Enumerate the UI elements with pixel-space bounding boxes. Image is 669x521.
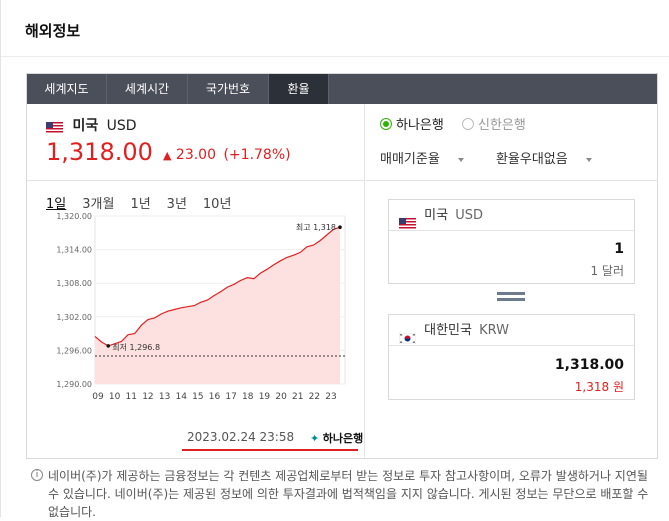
max-label: 최고 1,318 bbox=[296, 222, 336, 232]
x-tick-label: 11 bbox=[126, 392, 137, 402]
dropdown-label: 매매기준율 bbox=[380, 152, 440, 167]
currency-code: USD bbox=[106, 118, 137, 134]
hana-logo-icon: ✦ bbox=[310, 432, 320, 445]
x-tick-label: 17 bbox=[225, 392, 236, 402]
converter-section: 하나은행 신한은행 매매기준율 환율우대없음 bbox=[366, 104, 658, 458]
x-tick-label: 13 bbox=[159, 392, 170, 402]
y-tick-label: 1,296.00 bbox=[56, 346, 92, 355]
tab-bar: 세계지도 세계시간 국가번호 환율 bbox=[27, 74, 657, 104]
x-tick-label: 19 bbox=[259, 392, 271, 402]
us-flag-icon bbox=[46, 121, 63, 133]
from-currency-header: 미국 USD bbox=[389, 200, 634, 231]
bank-option-hana[interactable]: 하나은행 bbox=[380, 118, 448, 133]
disclaimer-text: 네이버(주)가 제공하는 금융정보는 각 컨텐츠 제공업체로부터 받는 정보로 … bbox=[48, 469, 649, 519]
change-value: 23.00 bbox=[175, 147, 217, 163]
x-tick-label: 14 bbox=[175, 392, 187, 402]
x-tick-label: 09 bbox=[92, 392, 104, 402]
period-3m[interactable]: 3개월 bbox=[82, 197, 115, 212]
chart-area-fill bbox=[95, 227, 340, 384]
bank-option-shinhan[interactable]: 신한은행 bbox=[461, 118, 526, 133]
radio-selected-icon bbox=[380, 118, 392, 130]
timestamp: 2023.02.24 23:58 bbox=[187, 430, 295, 444]
min-label: 최저 1,296.8 bbox=[112, 342, 160, 352]
disclaimer: i 네이버(주)가 제공하는 금융정보는 각 컨텐츠 제공업체로부터 받는 정보… bbox=[31, 467, 657, 521]
chevron-down-icon bbox=[585, 157, 592, 162]
section-title: 해외정보 bbox=[25, 22, 81, 40]
to-currency-header: 대한민국 KRW bbox=[389, 315, 634, 346]
up-triangle-icon: ▲ bbox=[163, 149, 172, 162]
exchange-panel: 세계지도 세계시간 국가번호 환율 미국 USD bbox=[26, 73, 658, 459]
period-3y[interactable]: 3년 bbox=[166, 197, 187, 212]
from-currency-name: 미국 bbox=[424, 208, 449, 223]
tab-world-time[interactable]: 세계시간 bbox=[107, 74, 188, 104]
to-amount-unit: 1,318 원 bbox=[574, 380, 624, 394]
rate-section: 미국 USD 1,318.00 ▲ 23.00 (+1.78%) 1일 3개월 1년… bbox=[27, 104, 365, 458]
bank-option-label: 하나은행 bbox=[396, 118, 444, 133]
tab-country-code[interactable]: 국가번호 bbox=[188, 74, 269, 104]
to-currency-box[interactable]: 대한민국 KRW 1,318.00 1,318 원 bbox=[388, 314, 635, 400]
us-flag-icon bbox=[399, 210, 416, 229]
bank-logo-text: 하나은행 bbox=[322, 432, 364, 445]
x-tick-label: 10 bbox=[109, 392, 121, 402]
chart-line bbox=[94, 226, 341, 347]
to-currency-name: 대한민국 bbox=[424, 323, 472, 338]
highlight-underline bbox=[182, 449, 358, 451]
y-tick-label: 1,302.00 bbox=[56, 313, 92, 322]
to-currency-code: KRW bbox=[479, 323, 510, 338]
period-1y[interactable]: 1년 bbox=[130, 197, 151, 212]
x-tick-label: 20 bbox=[275, 392, 287, 402]
dropdown-label: 환율우대없음 bbox=[495, 152, 568, 167]
period-selector: 1일 3개월 1년 3년 10년 bbox=[46, 193, 247, 212]
y-tick-label: 1,320.00 bbox=[56, 212, 92, 221]
equals-icon bbox=[497, 292, 525, 301]
from-currency-code: USD bbox=[455, 208, 483, 223]
x-tick-label: 15 bbox=[192, 392, 203, 402]
y-tick-label: 1,314.00 bbox=[56, 246, 92, 255]
divider bbox=[366, 180, 658, 181]
rate-type-dropdown[interactable]: 매매기준율 bbox=[380, 152, 478, 167]
x-tick-label: 12 bbox=[142, 392, 153, 402]
info-icon: i bbox=[31, 469, 43, 481]
max-point bbox=[338, 225, 342, 229]
to-amount-input[interactable]: 1,318.00 bbox=[554, 357, 624, 373]
bank-logo: ✦ 하나은행 bbox=[310, 430, 363, 446]
currency-name: 미국 bbox=[72, 118, 99, 134]
rate-change: ▲ 23.00 (+1.78%) bbox=[163, 147, 291, 163]
period-1d[interactable]: 1일 bbox=[46, 197, 67, 212]
currency-header: 미국 USD bbox=[46, 115, 137, 135]
radio-unselected-icon bbox=[461, 118, 474, 130]
period-10y[interactable]: 10년 bbox=[202, 197, 232, 212]
x-tick-label: 16 bbox=[209, 392, 221, 402]
tab-exchange-rate[interactable]: 환율 bbox=[269, 74, 329, 104]
y-tick-label: 1,290.00 bbox=[56, 380, 92, 389]
preferential-dropdown[interactable]: 환율우대없음 bbox=[496, 152, 606, 167]
from-currency-box[interactable]: 미국 USD 1 1 달러 bbox=[388, 199, 635, 284]
bank-selector: 하나은행 신한은행 bbox=[380, 114, 526, 133]
min-point bbox=[106, 344, 111, 348]
divider bbox=[1, 56, 669, 57]
tab-world-map[interactable]: 세계지도 bbox=[27, 74, 107, 104]
chevron-down-icon bbox=[457, 157, 464, 162]
from-amount-unit: 1 달러 bbox=[590, 264, 624, 278]
x-tick-label: 22 bbox=[309, 392, 320, 402]
y-tick-label: 1,308.00 bbox=[56, 279, 92, 288]
rate-chart: 1,320.00 1,314.00 1,308.00 1,302.00 1,296.00… bbox=[56, 212, 346, 402]
chart-area: 1일 3개월 1년 3년 10년 1,320.00 1,314.00 1,308.00 1,3… bbox=[27, 180, 365, 458]
from-amount-input[interactable]: 1 bbox=[614, 241, 624, 257]
kr-flag-icon bbox=[398, 325, 417, 345]
x-tick-label: 21 bbox=[292, 392, 303, 402]
rate-options: 매매기준율 환율우대없음 bbox=[380, 148, 620, 167]
current-rate: 1,318.00 bbox=[46, 138, 153, 166]
change-percent: (+1.78%) bbox=[223, 147, 291, 163]
x-tick-label: 18 bbox=[242, 392, 254, 402]
x-tick-label: 23 bbox=[325, 392, 336, 402]
bank-option-label: 신한은행 bbox=[477, 118, 526, 133]
